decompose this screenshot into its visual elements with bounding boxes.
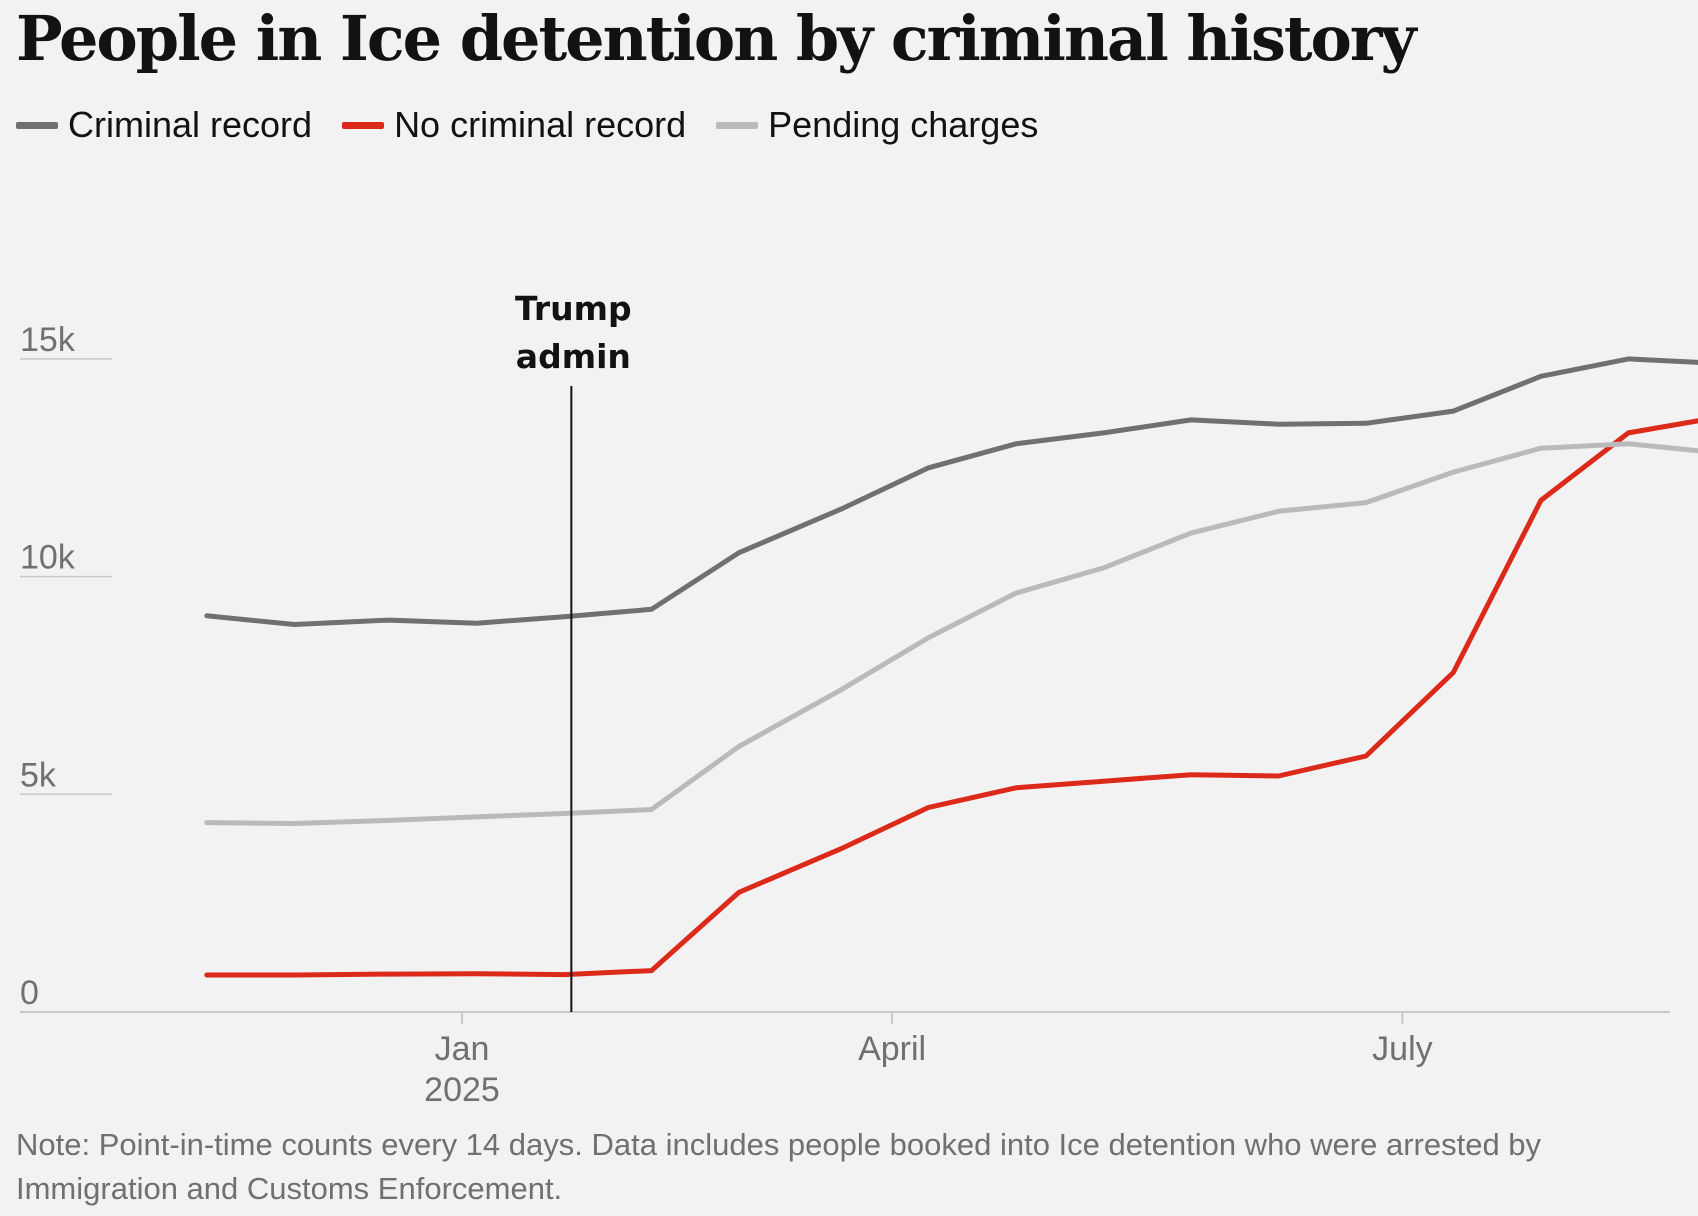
legend-item-pending-charges: Pending charges bbox=[716, 104, 1038, 146]
legend-label-pending-charges: Pending charges bbox=[768, 104, 1039, 145]
legend: Criminal record No criminal record Pendi… bbox=[16, 104, 1068, 146]
legend-swatch-pending-charges bbox=[716, 121, 759, 129]
x-tick-label-july: July bbox=[1372, 1030, 1432, 1068]
series-line-pending-charges bbox=[204, 441, 1698, 826]
legend-item-criminal-record: Criminal record bbox=[16, 104, 312, 146]
x-tick-sublabel-2025: 2025 bbox=[424, 1071, 500, 1109]
series-line-no-criminal-record bbox=[204, 418, 1698, 978]
annotation-label-line-1: Trump bbox=[515, 289, 632, 328]
series-line-criminal-record bbox=[204, 356, 1698, 627]
y-tick-label-0: 0 bbox=[20, 974, 39, 1012]
x-tick-label-jan: Jan bbox=[435, 1030, 490, 1068]
legend-label-no-criminal-record: No criminal record bbox=[394, 104, 687, 145]
x-tick-label-april: April bbox=[858, 1030, 926, 1068]
y-tick-label-15k: 15k bbox=[20, 321, 76, 359]
legend-swatch-no-criminal-record bbox=[342, 121, 385, 129]
y-tick-label-10k: 10k bbox=[20, 539, 76, 577]
legend-item-no-criminal-record: No criminal record bbox=[342, 104, 686, 146]
legend-swatch-criminal-record bbox=[16, 121, 58, 129]
chart-note: Note: Point-in-time counts every 14 days… bbox=[16, 1127, 1542, 1206]
y-tick-label-5k: 5k bbox=[20, 756, 57, 794]
legend-label-criminal-record: Criminal record bbox=[68, 104, 313, 145]
annotation-label-line-2: admin bbox=[516, 337, 631, 376]
chart-title: People in Ice detention by criminal hist… bbox=[16, 2, 1417, 75]
